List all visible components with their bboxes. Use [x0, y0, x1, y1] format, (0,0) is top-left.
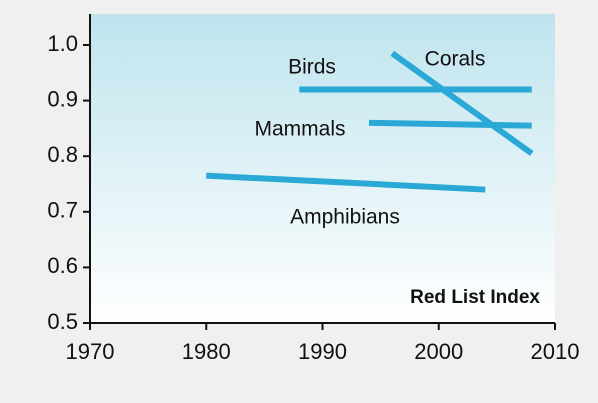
series-line: [368, 119, 532, 129]
annotation: Red List Index: [410, 287, 540, 308]
y-tick-label: 0.7: [47, 198, 78, 223]
series-label: Amphibians: [290, 206, 400, 229]
series-label: Corals: [425, 48, 486, 71]
x-tick-label: 1990: [298, 339, 347, 364]
x-tick-label: 2010: [531, 339, 580, 364]
series-line: [206, 172, 486, 193]
y-tick-label: 0.6: [47, 253, 78, 278]
y-tick-label: 0.8: [47, 142, 78, 167]
series-label: Birds: [288, 56, 336, 79]
y-tick-label: 1.0: [47, 31, 78, 56]
x-tick-label: 1970: [66, 339, 115, 364]
plot-area: [90, 14, 555, 323]
x-tick-label: 1980: [182, 339, 231, 364]
y-tick-label: 0.9: [47, 86, 78, 111]
y-tick-label: 0.5: [47, 309, 78, 334]
series-line: [390, 50, 534, 156]
x-tick-label: 2000: [414, 339, 463, 364]
series-label: Mammals: [254, 118, 345, 141]
